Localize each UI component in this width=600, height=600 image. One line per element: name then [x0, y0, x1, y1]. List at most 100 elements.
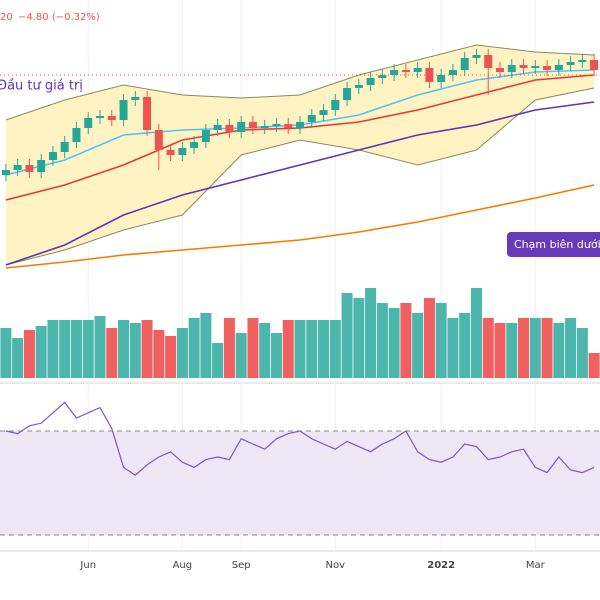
volume-bar [129, 323, 141, 378]
candle-body [472, 55, 481, 58]
volume-bar [35, 326, 47, 378]
volume-bar [70, 320, 82, 378]
candle-body [354, 85, 363, 88]
candle-body [413, 68, 422, 72]
volume-bar [588, 353, 600, 378]
volume-bar [435, 303, 447, 378]
candle-body [484, 55, 493, 68]
volume-bar [0, 328, 12, 378]
candle-body [284, 124, 293, 128]
volume-bar [200, 313, 212, 378]
band-fill [5, 45, 595, 265]
volume-bar [212, 343, 224, 378]
volume-bar [400, 303, 412, 378]
volume-bar [82, 320, 94, 378]
candle-body [566, 62, 575, 65]
volume-bar [106, 328, 118, 378]
candle-body [131, 97, 140, 100]
volume-bar [506, 323, 518, 378]
volume-bar [153, 330, 165, 378]
x-tick-label: Sep [232, 560, 251, 571]
volume-bar [412, 313, 424, 378]
volume-bar [459, 313, 471, 378]
x-tick-label: Mar [526, 560, 546, 571]
candle-body [143, 97, 152, 130]
volume-bar [306, 320, 318, 378]
candle-body [166, 150, 175, 155]
volume-bar [365, 288, 377, 378]
volume-bar [247, 318, 259, 378]
candle-body [154, 130, 163, 150]
rsi-line [5, 401, 595, 476]
candle-body [60, 142, 69, 152]
volume-bar [47, 320, 59, 378]
moving-average [5, 101, 595, 266]
volume-bar [494, 323, 506, 378]
volume-bar [23, 330, 35, 378]
signal-label: Chạm biên dưới [514, 238, 600, 251]
volume-bar [341, 293, 353, 378]
candle-body [507, 65, 516, 72]
candle-body [107, 116, 116, 120]
candle-body [343, 88, 352, 100]
volume-bar [223, 318, 235, 378]
volume-bar [176, 328, 188, 378]
volume-bar [165, 336, 177, 378]
candle-body [119, 100, 128, 120]
signal-button [507, 232, 600, 257]
candle-body [401, 70, 410, 72]
candle-body [437, 75, 446, 82]
candle-body [225, 125, 234, 132]
candle-body [496, 68, 504, 72]
candle-body [319, 110, 328, 115]
x-tick-label: Aug [173, 560, 193, 571]
candle-body [96, 116, 104, 118]
candle-body [37, 160, 46, 172]
volume-bar [188, 318, 200, 378]
volume-bar [376, 303, 388, 378]
volume-bar [270, 333, 282, 378]
candle-body [378, 75, 387, 78]
x-tick-label: Nov [326, 560, 346, 571]
volume-bar [470, 288, 482, 378]
band-line [5, 44, 595, 121]
candle-body [578, 60, 587, 62]
candle-body [84, 118, 93, 128]
candle-body [366, 78, 375, 85]
volume-bar [118, 320, 130, 378]
candle-body [201, 130, 210, 142]
volume-bar [329, 320, 341, 378]
price-change: −4.80 (−0.32%) [18, 12, 100, 23]
volume-bar [518, 318, 530, 378]
candle-body [543, 66, 552, 70]
candle-body [296, 122, 304, 128]
volume-bar [565, 318, 577, 378]
candle-body [25, 165, 34, 172]
candle-body [48, 152, 57, 160]
candle-body [554, 65, 563, 70]
volume-bar [12, 338, 24, 378]
candle-body [213, 125, 222, 130]
volume-bar [94, 316, 106, 378]
candle-body [248, 122, 257, 128]
candle-body [72, 128, 81, 142]
candle-body [237, 122, 246, 132]
volume-bar [259, 323, 271, 378]
volume-bar [294, 320, 306, 378]
candle-body [460, 58, 469, 70]
candle-body [13, 165, 22, 170]
volume-bar [576, 328, 588, 378]
candle-body [178, 148, 187, 155]
moving-average [5, 184, 595, 269]
candle-body [531, 66, 540, 68]
candle-body [331, 100, 340, 110]
candle-body [425, 68, 434, 82]
candle-body [272, 124, 281, 126]
volume-bar [541, 318, 553, 378]
x-tick-label: 2022 [427, 560, 455, 571]
candle-body [390, 70, 399, 75]
candle-body [260, 126, 269, 128]
volume-bar [353, 298, 365, 378]
candle-body [307, 115, 316, 122]
